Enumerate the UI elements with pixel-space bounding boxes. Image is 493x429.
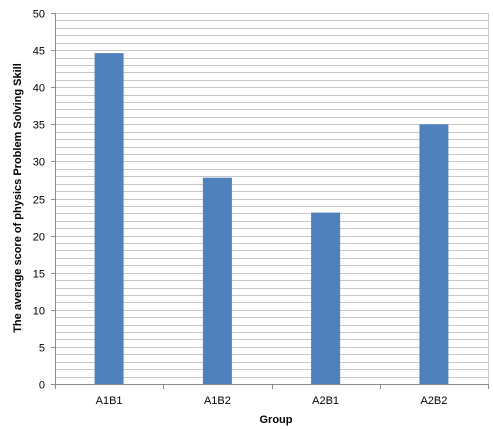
bar-a1b1 — [94, 53, 124, 384]
y-tick-label: 40 — [33, 83, 45, 95]
y-axis-title: The average score of physics Problem Sol… — [12, 63, 24, 333]
y-tick-label: 20 — [33, 232, 45, 244]
y-tick-labels: 0 5 10 15 20 25 30 35 40 45 50 — [33, 9, 55, 392]
y-tick-label: 45 — [33, 46, 45, 58]
x-tick-label: A2B2 — [420, 395, 447, 407]
y-tick-label: 25 — [33, 195, 45, 207]
y-tick-label: 0 — [39, 380, 45, 392]
bar-a2b1 — [311, 212, 341, 384]
x-tick-label: A2B1 — [312, 395, 339, 407]
x-tick-label: A1B1 — [96, 395, 123, 407]
y-tick-label: 35 — [33, 120, 45, 132]
y-tick-label: 50 — [33, 9, 45, 21]
bar-a2b2 — [419, 124, 449, 385]
bars — [94, 53, 449, 385]
bar-a1b2 — [202, 177, 232, 384]
axes — [55, 13, 488, 385]
y-tick-label: 5 — [39, 343, 45, 355]
y-tick-label: 15 — [33, 269, 45, 281]
y-tick-label: 30 — [33, 157, 45, 169]
gridlines — [55, 13, 489, 385]
x-tick-label: A1B2 — [204, 395, 231, 407]
y-tick-label: 10 — [33, 306, 45, 318]
x-axis-title: Group — [260, 414, 293, 426]
x-tick-labels: A1B1 A1B2 A2B1 A2B2 — [55, 384, 489, 407]
